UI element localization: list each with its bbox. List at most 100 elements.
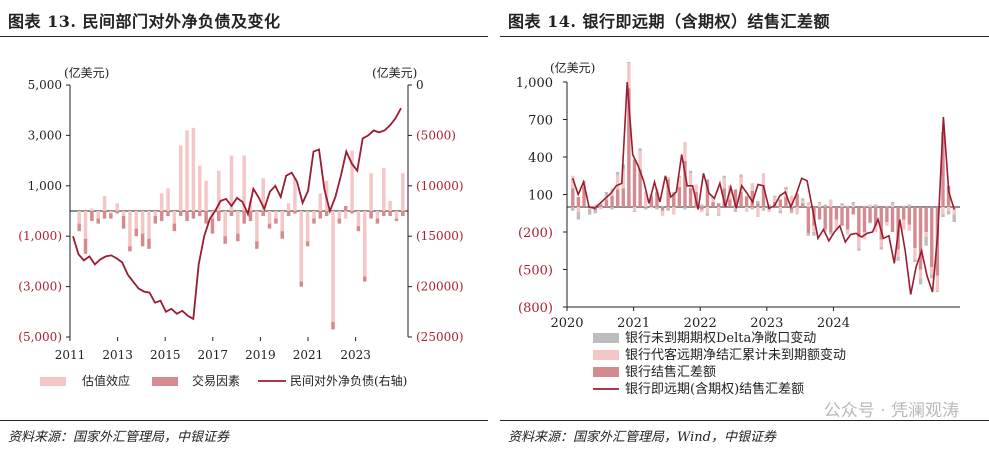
bar-forward-change (845, 229, 850, 235)
bar-transaction (115, 211, 119, 214)
x-tick-label: 2022 (684, 316, 717, 331)
y-right-tick-label: 0 (416, 78, 424, 92)
bar-settlement (621, 188, 625, 207)
bar-settlement (593, 207, 597, 211)
bar-option-delta (812, 232, 816, 236)
chart-title: 图表 13. 民间部门对外净负债及变化 (8, 12, 281, 31)
bar-forward-change (761, 173, 766, 187)
bar-forward-change (795, 207, 799, 215)
y-tick-label: 400 (528, 151, 553, 166)
bar-option-delta (750, 207, 754, 210)
bar-settlement (902, 207, 906, 220)
bar-option-delta (941, 214, 945, 217)
bar-settlement (918, 207, 923, 270)
bar-settlement (789, 207, 794, 211)
y-right-tick-label: (10000) (416, 179, 464, 193)
bar-valuation (140, 211, 145, 234)
chart-panel-fx-settlement: 图表 14. 银行即远期（含期权）结售汇差额 (亿美元) 1,000 700 400 1… (500, 0, 989, 452)
legend-swatch-transaction (152, 377, 178, 386)
bar-transaction (185, 211, 189, 222)
bar-valuation (236, 211, 240, 234)
bar-valuation (286, 203, 291, 211)
bar-option-delta (930, 274, 934, 279)
bar-forward-change (896, 249, 900, 257)
bar-option-delta (610, 207, 614, 210)
bar-forward-change (890, 204, 895, 207)
bar-option-delta (946, 210, 951, 215)
bar-settlement (806, 207, 811, 234)
bar-transaction (312, 218, 316, 224)
bar-settlement (644, 207, 648, 209)
bar-settlement (750, 190, 754, 207)
bar-option-delta (773, 195, 777, 197)
bar-option-delta (688, 170, 693, 174)
source-rule (500, 420, 989, 421)
bar-valuation (363, 211, 367, 277)
x-tick-label: 2024 (817, 316, 850, 331)
bar-forward-change (722, 178, 726, 189)
bar-settlement (851, 207, 855, 215)
bar-forward-change (907, 224, 912, 231)
bar-forward-change (946, 207, 951, 211)
bar-option-delta (952, 214, 956, 222)
bar-settlement (700, 207, 704, 210)
bar-forward-change (666, 177, 670, 180)
bar-valuation (229, 155, 234, 211)
bar-valuation (350, 150, 354, 211)
bar-forward-change (930, 267, 934, 275)
bar-valuation (90, 208, 94, 211)
bar-settlement (845, 207, 850, 230)
bar-option-delta (700, 204, 704, 207)
source-rule (0, 420, 488, 421)
bar-settlement (610, 195, 614, 207)
bar-option-delta (801, 198, 805, 201)
y-tick-label: (800) (518, 301, 553, 316)
bar-valuation (198, 165, 202, 211)
bar-settlement (615, 189, 620, 207)
bar-transaction (318, 211, 323, 219)
bar-settlement (744, 197, 749, 207)
bar-forward-change (806, 202, 811, 207)
bar-settlement (913, 207, 917, 249)
legend-label-forward-change: 银行代客远期净结汇累计未到期额变动 (625, 347, 846, 363)
legend-label-spot-forward-balance: 银行即远期(含期权)结售汇差额 (625, 381, 804, 397)
bar-valuation (121, 211, 126, 217)
bar-settlement (599, 204, 603, 207)
title-rule (500, 36, 989, 37)
bar-option-delta (890, 202, 895, 205)
bar-forward-change (789, 195, 794, 207)
bar-settlement (862, 207, 867, 232)
bar-forward-change (644, 192, 648, 207)
y-left-tick-label: (5,000) (18, 330, 62, 344)
bar-settlement (666, 179, 670, 207)
bar-valuation (337, 211, 342, 219)
bar-transaction (147, 238, 151, 249)
bar-option-delta (840, 203, 844, 206)
x-tick-label: 2013 (102, 348, 133, 362)
bar-transaction (178, 211, 183, 217)
bar-settlement (638, 169, 642, 207)
source-note: 资料来源：国家外汇管理局，中银证券 (8, 430, 230, 445)
y-right-tick-label: (15000) (416, 229, 464, 243)
bar-valuation (394, 211, 399, 219)
bar-forward-change (683, 142, 687, 161)
bar-forward-change (621, 169, 625, 189)
bar-forward-change (688, 173, 693, 189)
bar-transaction (324, 211, 329, 217)
bar-option-delta (845, 205, 850, 207)
bar-transaction (261, 211, 265, 217)
bar-option-delta (907, 204, 912, 207)
bar-forward-change (834, 219, 839, 229)
bar-valuation (242, 155, 246, 211)
bar-settlement (660, 207, 665, 211)
bar-transaction (217, 211, 221, 222)
bar-transaction (356, 226, 361, 232)
bar-valuation (115, 203, 119, 211)
bar-transaction (204, 211, 208, 224)
legend-swatch-option-delta (593, 333, 619, 343)
bar-settlement (761, 187, 766, 207)
bar-forward-change (744, 207, 749, 212)
liabilities-chart-svg: (亿美元) (亿美元)5,0003,0001,000(1,000)(3,000)(… (18, 65, 464, 388)
bar-settlement (672, 194, 676, 207)
bar-option-delta (744, 195, 749, 197)
